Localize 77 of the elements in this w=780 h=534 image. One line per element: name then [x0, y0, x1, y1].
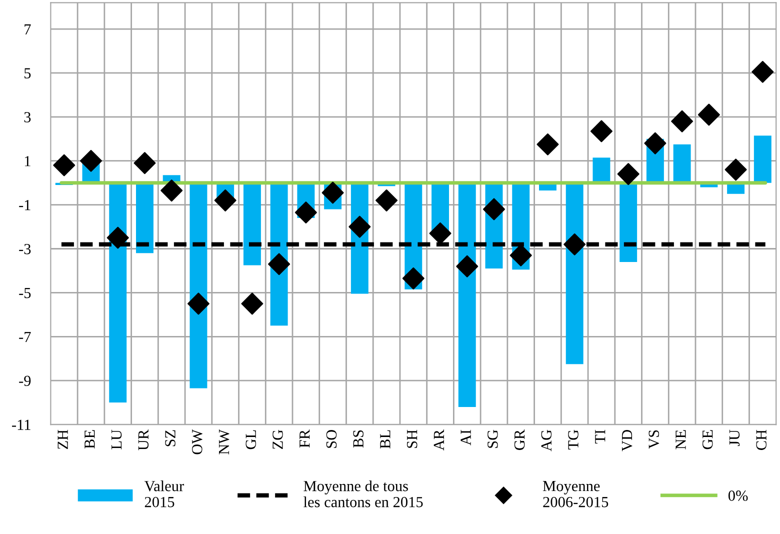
x-tick-label: VD	[622, 430, 632, 452]
x-tick-label: SG	[488, 430, 498, 448]
point	[456, 255, 478, 278]
x-tick-label: AG	[541, 430, 552, 452]
bar	[754, 136, 772, 183]
x-tick-label: ZG	[272, 430, 283, 450]
point	[294, 202, 317, 224]
bar	[136, 182, 154, 254]
point	[564, 233, 586, 256]
x-tick-label: BL	[380, 430, 390, 448]
point	[590, 120, 612, 142]
x-tick-label: OW	[192, 429, 202, 454]
point	[429, 222, 452, 244]
point	[214, 189, 236, 212]
y-tick-label: 7	[24, 24, 31, 34]
x-tick-label: SO	[326, 430, 337, 448]
point	[536, 133, 559, 156]
y-tick-label: 1	[24, 156, 30, 166]
y-tick-label: -9	[19, 376, 31, 386]
point	[241, 292, 264, 315]
point	[617, 163, 640, 186]
x-tick-label: SZ	[165, 430, 176, 446]
y-tick-label: -11	[12, 420, 30, 430]
legend-label: Valeur 2015	[144, 480, 184, 508]
x-tick-label: VS	[648, 430, 660, 449]
point	[160, 180, 183, 202]
x-tick-label: JU	[729, 430, 740, 446]
bar	[243, 182, 261, 266]
x-tick-label: GR	[514, 429, 525, 450]
x-tick-label: BE	[84, 430, 95, 448]
point	[106, 226, 129, 249]
y-tick-label: -1	[19, 200, 30, 210]
x-tick-label: UR	[138, 429, 149, 450]
y-tick-label: 3	[24, 112, 31, 122]
bar	[673, 144, 691, 183]
x-tick-label: FR	[300, 429, 310, 448]
point	[671, 110, 694, 132]
x-tick-label: GE	[702, 430, 713, 450]
point	[483, 198, 505, 220]
x-tick-label: AI	[460, 430, 471, 446]
point	[752, 60, 774, 83]
y-tick-label: -7	[19, 332, 31, 342]
point	[268, 253, 290, 276]
point	[322, 182, 344, 204]
x-tick-label: AR	[434, 429, 444, 450]
point	[724, 158, 747, 181]
bar	[109, 182, 127, 403]
point	[80, 150, 102, 172]
bar	[566, 182, 584, 364]
x-tick-label: TI	[595, 430, 606, 444]
point	[134, 152, 156, 174]
y-tick-label: -3	[19, 244, 31, 254]
point	[53, 154, 76, 176]
point	[187, 292, 210, 315]
x-tick-label: TG	[568, 430, 578, 450]
y-tick-label: -5	[19, 288, 31, 298]
bar	[592, 158, 610, 183]
bar	[620, 182, 638, 262]
x-tick-label: NW	[219, 429, 230, 454]
x-tick-label: BS	[353, 430, 364, 448]
x-tick-label: SH	[406, 430, 418, 448]
point	[644, 132, 666, 154]
x-tick-label: LU	[112, 430, 122, 450]
point	[698, 104, 720, 126]
legend-label: 0%	[728, 490, 748, 501]
x-tick-label: NE	[676, 430, 686, 450]
point	[376, 189, 398, 212]
legend-label: Moyenne de tous les cantons en 2015	[304, 480, 423, 508]
x-tick-label: CH	[756, 430, 766, 450]
y-tick-label: 5	[24, 68, 31, 78]
legend-label: Moyenne 2006-2015	[542, 481, 608, 508]
x-tick-label: ZH	[58, 430, 68, 450]
point	[348, 216, 371, 238]
x-tick-label: GL	[246, 430, 256, 450]
point	[402, 267, 424, 290]
bar	[190, 182, 208, 388]
bar	[458, 182, 476, 407]
